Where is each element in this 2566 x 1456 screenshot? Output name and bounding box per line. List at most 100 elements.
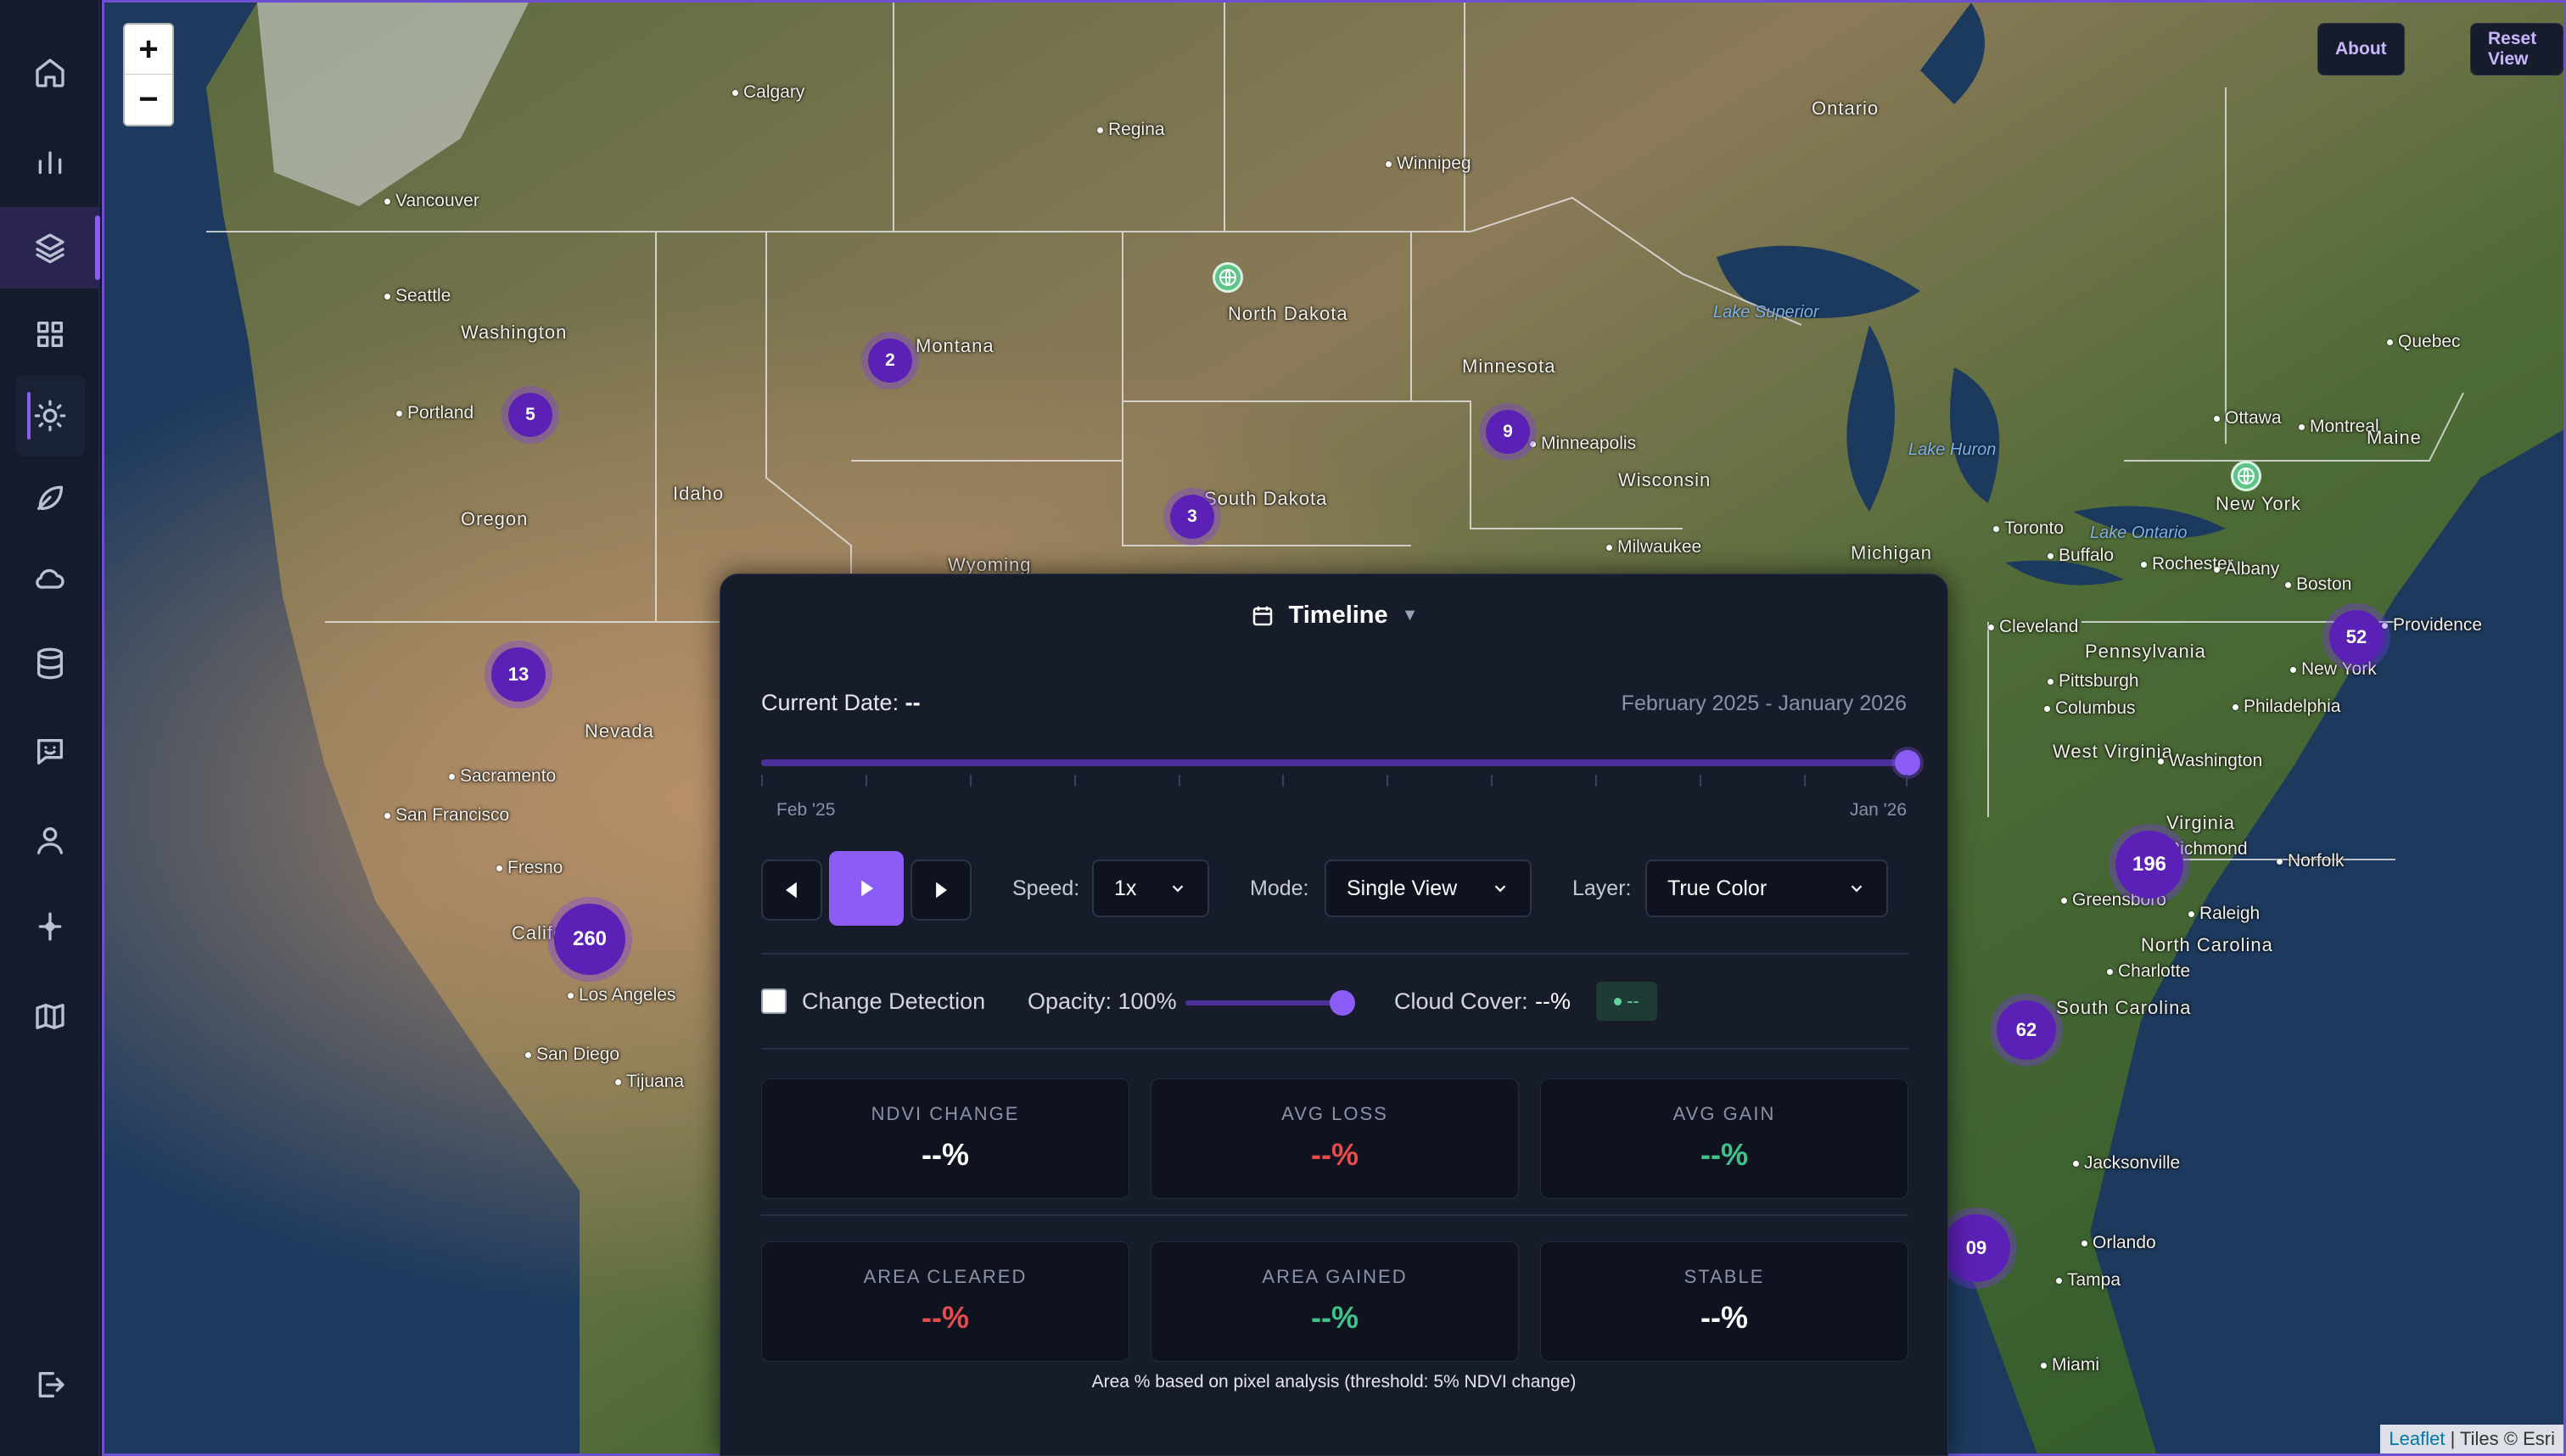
map-label: Winnipeg xyxy=(1386,154,1471,174)
play-button[interactable] xyxy=(829,851,904,926)
step-forward-button[interactable] xyxy=(910,860,972,921)
cluster-marker[interactable]: 13 xyxy=(491,647,546,702)
map-label: Jacksonville xyxy=(2073,1153,2180,1173)
timeline-slider[interactable] xyxy=(761,750,1920,776)
timeline-start-label: Feb '25 xyxy=(776,800,836,820)
stat-value: --% xyxy=(1311,1137,1359,1172)
map-attribution: Leaflet | Tiles © Esri xyxy=(2380,1425,2563,1453)
sidebar-item-map[interactable] xyxy=(0,976,100,1057)
step-back-button[interactable] xyxy=(761,860,822,921)
current-date-value: -- xyxy=(905,690,921,715)
sidebar-item-satellite[interactable] xyxy=(0,886,100,967)
reset-view-button[interactable]: Reset View xyxy=(2470,23,2563,76)
cluster-marker[interactable]: 5 xyxy=(508,393,552,437)
map-label: Wisconsin xyxy=(1618,469,1712,490)
layer-select[interactable]: True Color xyxy=(1645,860,1888,917)
timeline-slider-handle[interactable] xyxy=(1895,750,1920,776)
map-label: Regina xyxy=(1097,120,1165,140)
mode-select[interactable]: Single View xyxy=(1325,860,1532,917)
chat-icon xyxy=(37,739,64,764)
triangle-left-icon xyxy=(786,882,797,899)
cluster-marker[interactable]: 09 xyxy=(1942,1214,2010,1282)
cluster-marker[interactable]: 52 xyxy=(2329,610,2384,664)
map-label: Fresno xyxy=(496,858,563,878)
sidebar-item-data[interactable] xyxy=(0,623,100,704)
sidebar-item-home[interactable] xyxy=(0,32,100,114)
timeline-header[interactable]: Timeline ▼ xyxy=(720,602,1947,630)
mode-value: Single View xyxy=(1347,876,1458,900)
date-range: February 2025 - January 2026 xyxy=(1621,692,1907,715)
stat-value: --% xyxy=(922,1300,969,1335)
sun-icon xyxy=(34,400,66,432)
cluster-marker[interactable]: 62 xyxy=(1997,1000,2056,1060)
sidebar-item-weather[interactable] xyxy=(0,538,100,619)
sidebar-item-chat[interactable] xyxy=(0,711,100,792)
cluster-marker[interactable]: 2 xyxy=(868,339,912,383)
divider xyxy=(761,953,1908,955)
sidebar-item-profile[interactable] xyxy=(0,799,100,881)
map-label: North Carolina xyxy=(2141,934,2273,955)
cluster-marker[interactable]: 9 xyxy=(1486,410,1530,454)
map-label: Vancouver xyxy=(384,191,479,211)
stat-title: STABLE xyxy=(1684,1266,1765,1287)
stat-title: AREA CLEARED xyxy=(863,1266,1028,1287)
divider xyxy=(761,1214,1908,1216)
opacity-slider-handle[interactable] xyxy=(1330,990,1355,1016)
logout-icon xyxy=(38,1372,64,1397)
cluster-marker[interactable]: 260 xyxy=(554,904,625,975)
map-label: Washington xyxy=(461,322,568,343)
speed-value: 1x xyxy=(1114,876,1137,900)
calendar-icon xyxy=(1252,606,1272,625)
sidebar-item-vegetation[interactable] xyxy=(0,456,100,538)
map-label: Idaho xyxy=(673,483,725,504)
site-marker[interactable] xyxy=(2231,461,2261,491)
sidebar-item-logout[interactable] xyxy=(0,1344,100,1425)
map-label: Calgary xyxy=(732,82,804,103)
map-label: Philadelphia xyxy=(2233,697,2340,717)
map-label: West Virginia xyxy=(2053,741,2173,762)
sidebar-item-solar[interactable] xyxy=(0,375,100,456)
zoom-in-button[interactable]: + xyxy=(125,25,172,75)
site-marker[interactable] xyxy=(1213,262,1243,293)
database-icon xyxy=(37,647,64,680)
stat-value: --% xyxy=(1700,1137,1748,1172)
user-icon xyxy=(37,827,64,854)
map-label: Cleveland xyxy=(1988,617,2078,637)
map-label: Rochester xyxy=(2141,554,2233,574)
play-icon xyxy=(861,880,874,897)
layer-value: True Color xyxy=(1667,876,1768,900)
opacity-slider[interactable] xyxy=(1185,990,1355,1016)
tiles-attribution: | Tiles © Esri xyxy=(2450,1428,2555,1449)
sidebar-item-analytics[interactable] xyxy=(0,120,100,202)
cluster-marker[interactable]: 196 xyxy=(2115,831,2183,899)
map-label: Seattle xyxy=(384,286,451,306)
sidebar-item-layers[interactable] xyxy=(0,207,100,288)
stat-card-ndvi-change: NDVI CHANGE --% xyxy=(761,1078,1129,1199)
globe-icon xyxy=(1219,269,1236,286)
leaflet-link[interactable]: Leaflet xyxy=(2389,1428,2446,1449)
map-label: Tijuana xyxy=(615,1072,684,1092)
change-detection-checkbox[interactable] xyxy=(761,988,787,1014)
bar-chart-icon xyxy=(38,151,62,174)
map-label: Toronto xyxy=(1993,518,2064,539)
zoom-out-button[interactable]: − xyxy=(138,81,159,118)
map-label: Norfolk xyxy=(2277,851,2345,871)
chevron-down-icon xyxy=(1494,885,1506,893)
speed-select[interactable]: 1x xyxy=(1092,860,1209,917)
leaf-icon xyxy=(37,485,64,510)
map-label: Columbus xyxy=(2044,698,2136,719)
sidebar-item-dashboard[interactable] xyxy=(0,294,100,375)
cloud-cover-badge-text: -- xyxy=(1627,990,1639,1011)
map-label: Wyoming xyxy=(948,554,1032,575)
map-label: Minnesota xyxy=(1462,356,1556,377)
cloud-icon xyxy=(36,568,64,589)
cloud-cover-badge: -- xyxy=(1596,982,1657,1021)
about-button[interactable]: About xyxy=(2317,23,2405,76)
map-label: Lake Superior xyxy=(1713,303,1819,322)
map-label: Montana xyxy=(916,335,994,356)
map-label: Lake Ontario xyxy=(2090,524,2188,542)
grid-icon xyxy=(37,322,64,347)
map-label: Oregon xyxy=(461,508,529,529)
map-label: Orlando xyxy=(2081,1233,2156,1253)
cluster-marker[interactable]: 3 xyxy=(1170,495,1214,539)
